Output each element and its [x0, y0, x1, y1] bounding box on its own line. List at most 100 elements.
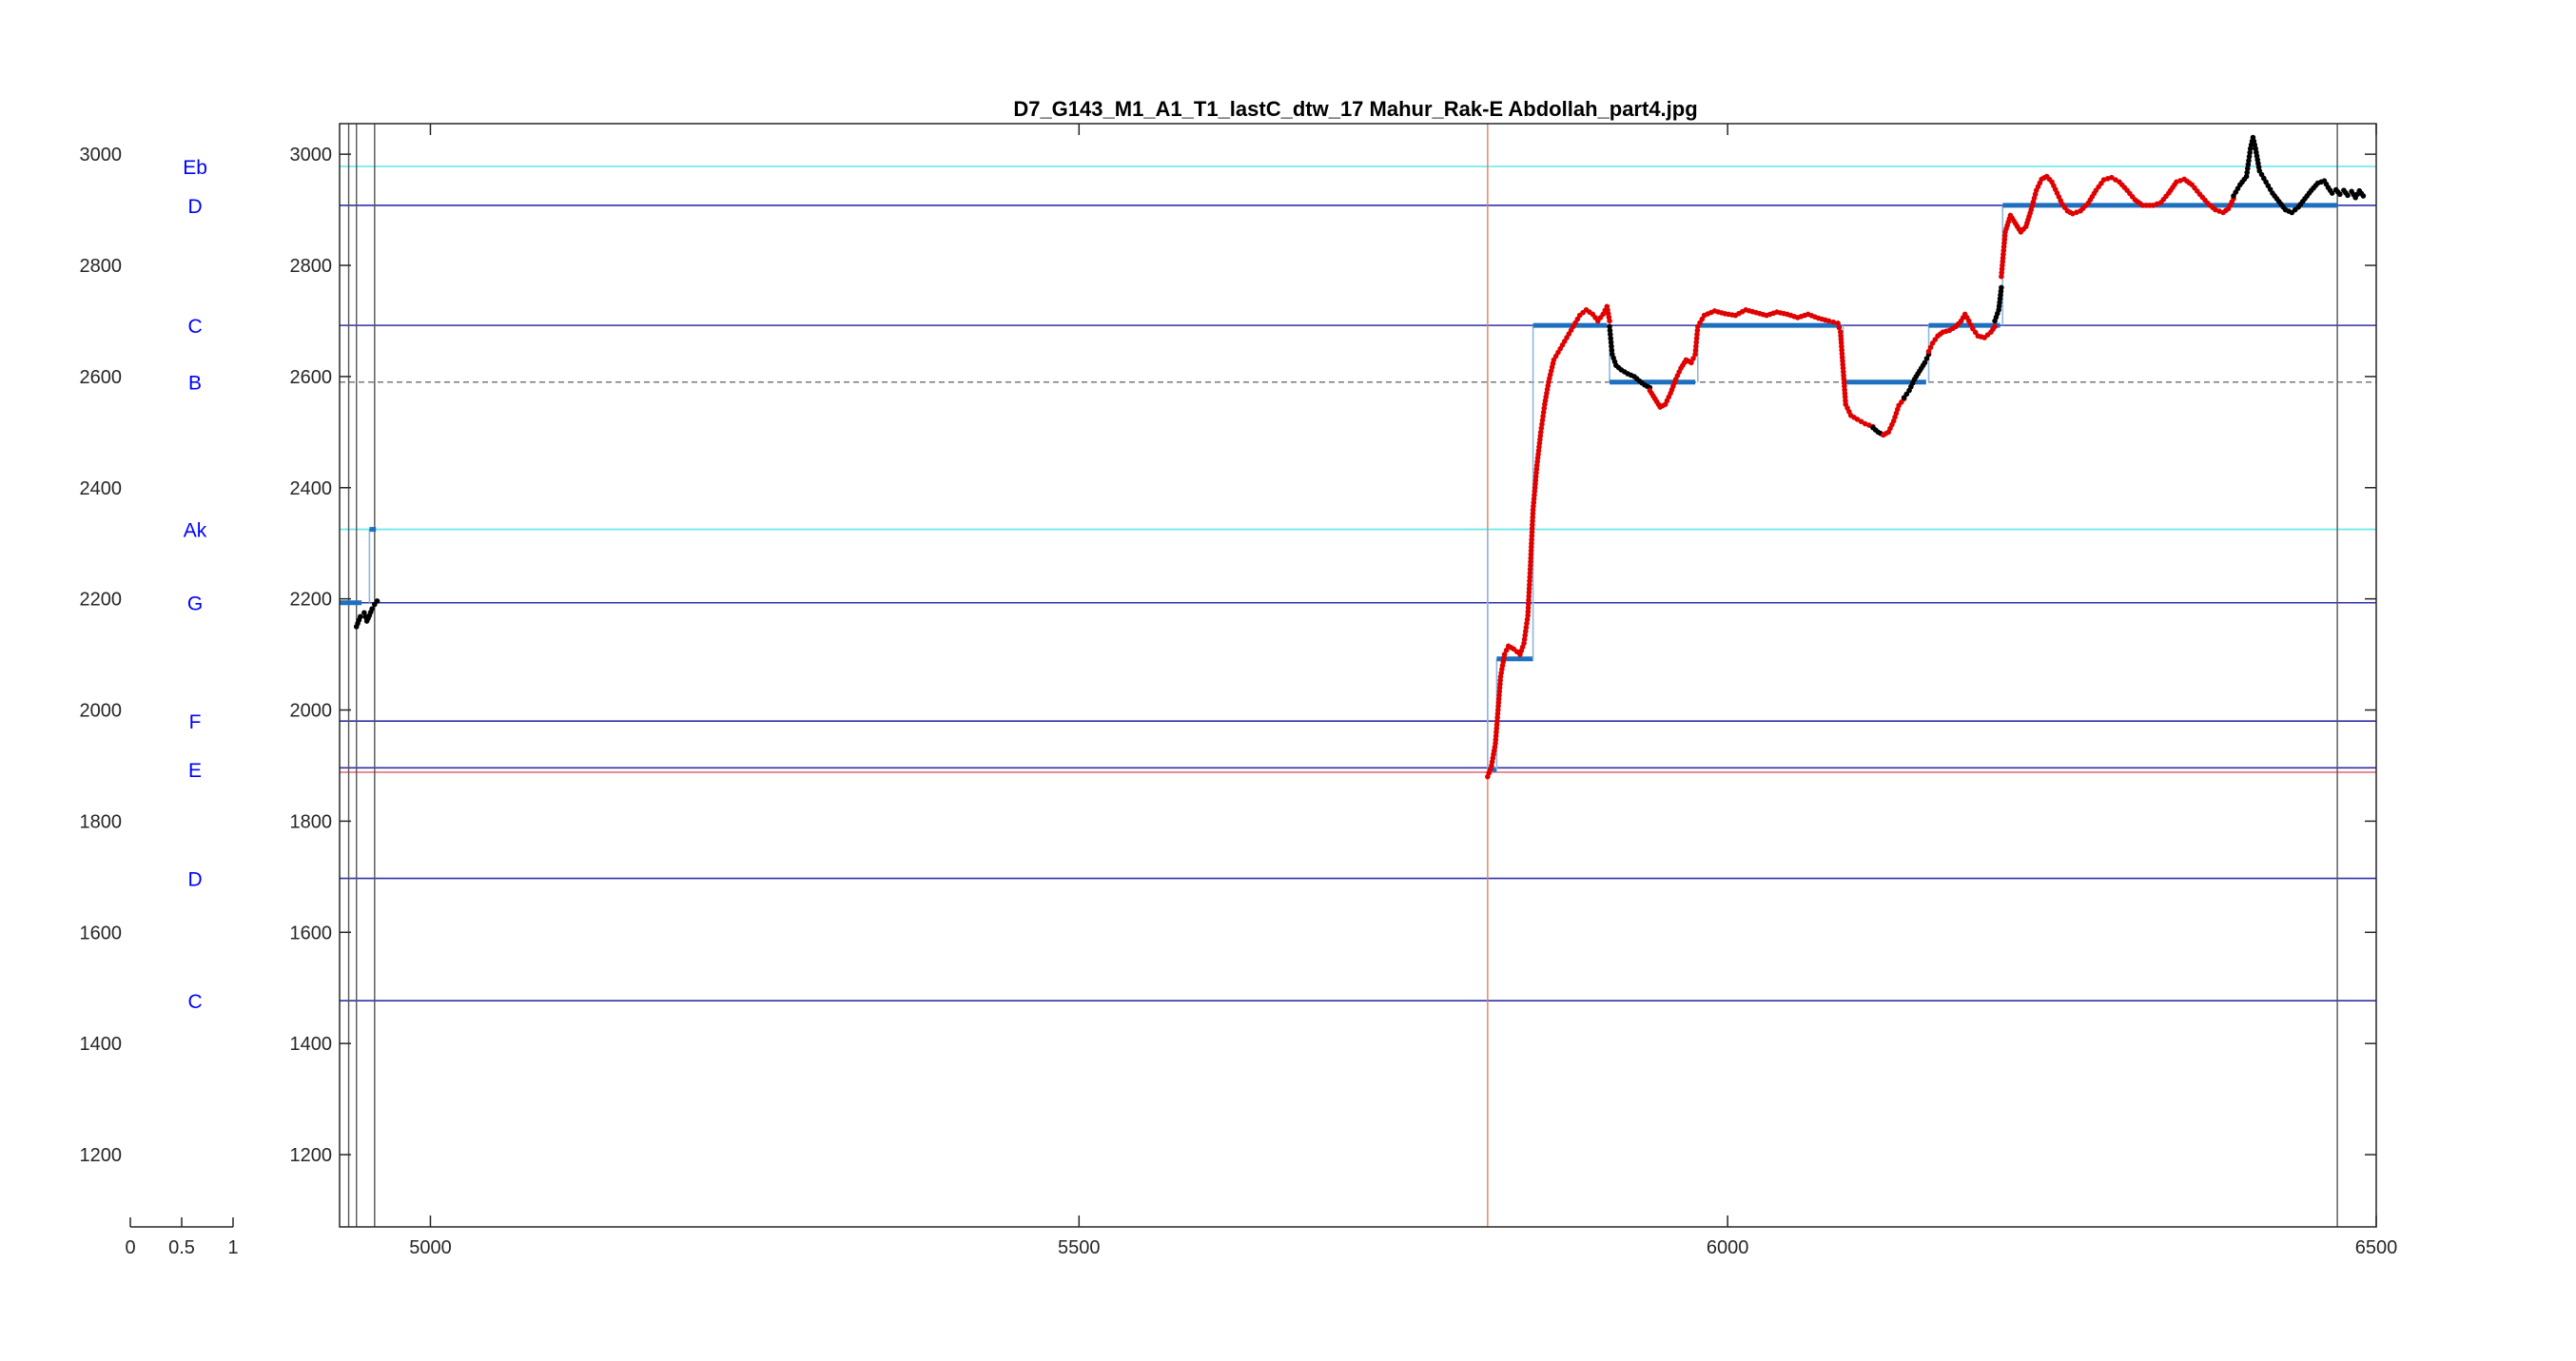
- note-label: D: [187, 196, 202, 218]
- pitch-point: [1523, 629, 1529, 634]
- pitch-point: [1927, 344, 1934, 351]
- y-tick-label: 2000: [290, 701, 333, 722]
- pitch-point: [1525, 609, 1532, 614]
- pitch-point: [374, 598, 381, 604]
- pitch-point: [1693, 340, 1700, 345]
- y-tick-label: 2600: [290, 367, 333, 388]
- pitch-point: [1524, 616, 1531, 623]
- note-label: Eb: [183, 157, 207, 179]
- pitch-point: [1835, 320, 1841, 326]
- y-tick-label: 2200: [290, 590, 333, 611]
- side-y-tick-label: 2200: [80, 590, 123, 611]
- side-y-tick-label: 3000: [80, 145, 123, 165]
- pitch-point: [1923, 356, 1930, 361]
- x-tick-label: 5500: [1058, 1237, 1101, 1258]
- pitch-point: [1525, 605, 1532, 611]
- pitch-series: [1647, 306, 1876, 430]
- pitch-series: [353, 598, 381, 630]
- pitch-point: [1540, 409, 1547, 416]
- pitch-point: [2245, 162, 2252, 167]
- pitch-point: [1607, 318, 1612, 324]
- side-y-tick-label: 1200: [80, 1145, 123, 1166]
- y-tick-label: 3000: [290, 145, 333, 165]
- pitch-series: [1870, 424, 1886, 438]
- pitch-series: [1992, 284, 2004, 324]
- pitch-point: [1526, 586, 1532, 592]
- note-label: B: [188, 373, 202, 395]
- pitch-series: [1901, 351, 1932, 400]
- pitch-point: [1925, 348, 1932, 355]
- pitch-point: [1526, 593, 1532, 599]
- side-y-tick-label: 1400: [80, 1034, 123, 1055]
- x-tick-label: 5000: [409, 1237, 452, 1258]
- pitch-series: [1607, 323, 1653, 391]
- pitch-point: [1854, 417, 1861, 422]
- note-label: Ak: [184, 520, 207, 542]
- pitch-point: [1609, 347, 1615, 354]
- pitch-point: [1526, 590, 1532, 595]
- pitch-point: [2247, 149, 2253, 156]
- side-y-tick-label: 2800: [80, 256, 123, 277]
- pitch-series: [1999, 173, 2236, 280]
- pitch-series: [1925, 311, 1998, 355]
- pitch-point: [1694, 331, 1700, 338]
- pitch-point: [1825, 318, 1832, 324]
- pitch-point: [1521, 640, 1527, 647]
- pitch-point: [1522, 632, 1529, 638]
- note-label: C: [187, 991, 202, 1013]
- pitch-point: [2109, 174, 2115, 181]
- pitch-point: [1858, 418, 1864, 425]
- pitch-point: [1525, 601, 1532, 607]
- pitch-point: [1607, 327, 1613, 334]
- pitch-point: [1608, 336, 1614, 341]
- note-label: C: [187, 316, 202, 338]
- pitch-series: [2231, 134, 2367, 216]
- pitch-point: [1524, 620, 1530, 627]
- pitch-point: [1836, 324, 1843, 331]
- y-tick-label: 2400: [290, 478, 333, 499]
- pitch-point: [1690, 356, 1696, 361]
- pitch-point: [1992, 323, 1998, 330]
- pitch-point: [2244, 165, 2251, 171]
- pitch-point: [1527, 566, 1533, 573]
- pitch-point: [1539, 418, 1546, 423]
- y-tick-label: 2800: [290, 256, 333, 277]
- note-label: F: [189, 711, 202, 733]
- y-tick-label: 1800: [290, 811, 333, 832]
- main-plot: 5000 5500 6000 6500 1200 1400 1600 1800 2000 220…: [290, 123, 2397, 1258]
- pitch-point: [358, 613, 363, 620]
- pitch-series: [1485, 303, 1612, 780]
- pitch-point: [1999, 284, 2004, 291]
- y-tick-label: 1200: [290, 1145, 333, 1166]
- pitch-point: [2246, 158, 2252, 164]
- pitch-point: [1692, 351, 1698, 358]
- x-tick-label: 6000: [1707, 1237, 1749, 1258]
- pitch-point: [2243, 173, 2250, 180]
- pitch-point: [369, 606, 375, 612]
- pitch-point: [2360, 193, 2367, 199]
- pitch-series: [1880, 396, 1907, 438]
- pitch-point: [1527, 570, 1533, 576]
- note-label: G: [187, 593, 203, 615]
- note-label-axis: 0 0.5 1 1200 1400 1600 1800 2000 2200 2400 2600 28…: [80, 145, 239, 1258]
- pitch-point: [1693, 343, 1699, 349]
- y-tick-label: 1600: [290, 923, 333, 943]
- side-x-tick-label: 0: [125, 1237, 135, 1258]
- pitch-point: [1608, 331, 1613, 338]
- pitch-point: [1922, 360, 1928, 366]
- pitch-point: [1527, 574, 1533, 580]
- side-x-tick-label: 1: [227, 1237, 238, 1258]
- side-y-tick-label: 2400: [80, 478, 123, 499]
- pitch-point: [1541, 405, 1548, 412]
- pitch-point: [1830, 319, 1837, 325]
- chart-title: D7_G143_M1_A1_T1_lastC_dtw_17 Mahur_Rak-…: [1013, 97, 1697, 121]
- pitch-point: [1538, 425, 1545, 431]
- pitch-point: [1537, 429, 1544, 436]
- pitch-point: [1521, 636, 1528, 643]
- pitch-point: [1608, 340, 1614, 345]
- pitch-point: [2244, 169, 2251, 176]
- side-y-tick-label: 2600: [80, 367, 123, 388]
- pitch-point: [1540, 413, 1546, 419]
- pitch-point: [1527, 582, 1532, 588]
